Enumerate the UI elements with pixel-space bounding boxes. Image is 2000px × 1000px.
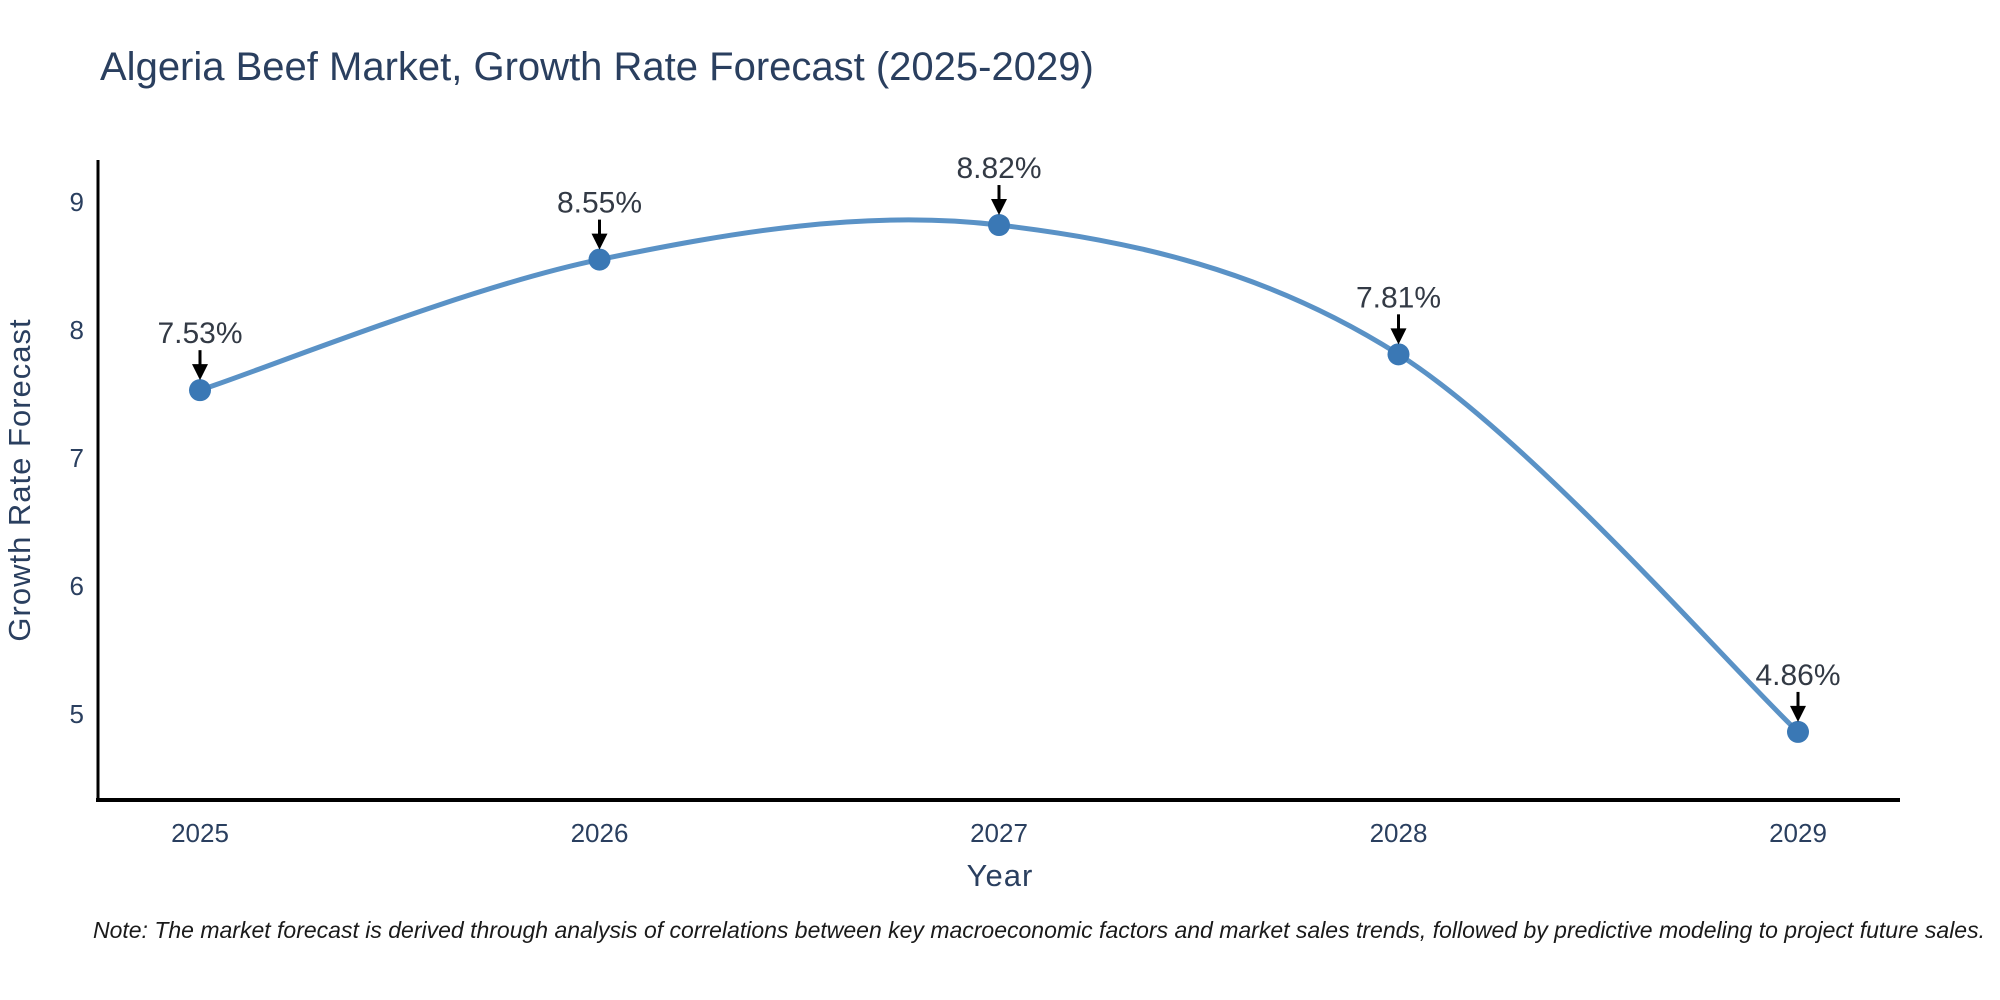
x-tick-label-2026: 2026 [571,818,629,848]
plot-area: 5 6 7 8 9 2025 2026 2027 2028 2029 7.53% 8.55% 8.82%… [70,152,1900,848]
point-label-2028: 7.81% [1356,281,1441,314]
y-tick-label-8: 8 [70,315,84,345]
y-tick-label-6: 6 [70,571,84,601]
y-tick-label-7: 7 [70,443,84,473]
data-point-2026[interactable] [588,248,611,271]
annotation-arrowhead-2025 [192,364,208,381]
x-axis-title: Year [967,858,1034,893]
point-label-2029: 4.86% [1755,659,1840,692]
annotation-arrowhead-2028 [1390,328,1407,345]
forecast-spline-line [197,217,1801,735]
annotation-arrowhead-2027 [991,199,1007,216]
footnote: Note: The market forecast is derived thr… [93,917,1985,943]
annotation-arrowhead-2029 [1790,705,1806,722]
chart-title: Algeria Beef Market, Growth Rate Forecas… [100,45,1094,89]
x-tick-label-2028: 2028 [1370,818,1428,848]
x-tick-label-2027: 2027 [970,818,1028,848]
x-tick-label-2025: 2025 [171,818,229,848]
data-point-2025[interactable] [189,379,211,402]
data-point-2028[interactable] [1387,343,1410,366]
data-point-2029[interactable] [1787,720,1809,743]
data-point-2027[interactable] [988,214,1010,237]
point-label-2025: 7.53% [157,317,242,350]
annotation-arrowhead-2026 [591,233,608,250]
y-axis-title: Growth Rate Forecast [2,318,37,641]
y-tick-label-5: 5 [70,699,84,729]
y-tick-label-9: 9 [70,187,84,217]
point-label-2027: 8.82% [956,152,1041,185]
x-tick-label-2029: 2029 [1769,818,1827,848]
point-label-2026: 8.55% [557,187,642,220]
